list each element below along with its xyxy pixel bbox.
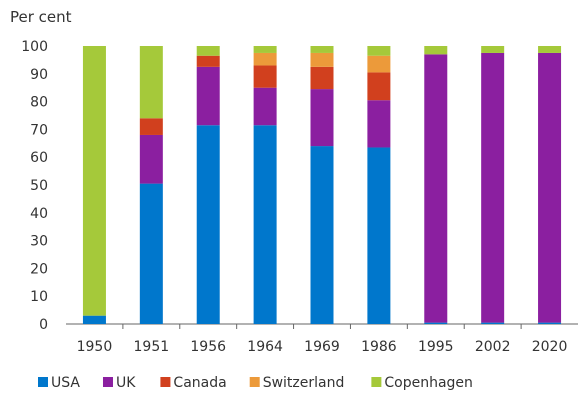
legend-swatch xyxy=(38,377,48,387)
bar-segment xyxy=(310,52,334,67)
bar-segment xyxy=(538,52,562,323)
legend-swatch xyxy=(160,377,171,387)
bar-segment xyxy=(424,46,448,55)
bar-segment xyxy=(367,72,391,101)
bar-segment xyxy=(310,46,334,53)
legend-label: Canada xyxy=(173,375,226,391)
bar-segment xyxy=(253,52,277,66)
bar-segment xyxy=(253,125,277,324)
x-tick-label: 1950 xyxy=(77,339,113,355)
y-tick-label: 20 xyxy=(30,261,48,277)
bar-segment xyxy=(82,46,106,316)
legend-swatch xyxy=(102,377,113,387)
bar-segment xyxy=(367,46,391,56)
x-tick-label: 1956 xyxy=(190,339,226,355)
bar-segment xyxy=(253,46,277,53)
y-tick-label: 60 xyxy=(30,150,48,166)
bar-segment xyxy=(481,46,505,53)
y-axis-label: Per cent xyxy=(10,8,72,26)
legend-label: Switzerland xyxy=(263,375,345,391)
x-tick-label: 2020 xyxy=(532,339,568,355)
legend-label: Copenhagen xyxy=(384,375,473,391)
y-tick-label: 70 xyxy=(30,122,48,138)
x-tick-label: 1969 xyxy=(304,339,340,355)
bar-segment xyxy=(139,134,163,184)
bar-segment xyxy=(538,322,562,324)
bar-segment xyxy=(139,183,163,324)
legend-label: UK xyxy=(116,375,136,391)
bar-segment xyxy=(196,46,220,56)
bar-segment xyxy=(253,87,277,126)
legend: USA UK Canada Switzerland Copenhagen xyxy=(38,375,473,391)
y-tick-label: 10 xyxy=(30,289,48,305)
y-tick-label: 0 xyxy=(39,317,48,333)
bar-segment xyxy=(481,52,505,323)
legend-label: USA xyxy=(51,375,80,391)
bar-segment xyxy=(196,55,220,67)
y-tick-label: 30 xyxy=(30,234,48,250)
x-tick-label: 1951 xyxy=(134,339,170,355)
bar-segment xyxy=(367,147,391,324)
bar-segment xyxy=(367,55,391,73)
y-tick-label: 100 xyxy=(21,39,48,55)
y-tick-label: 90 xyxy=(30,67,48,83)
x-tick-label: 1986 xyxy=(361,339,397,355)
bar-segment xyxy=(481,322,505,324)
bar-segment xyxy=(367,100,391,148)
x-tick-label: 2002 xyxy=(475,339,511,355)
x-tick-label: 1995 xyxy=(418,339,454,355)
bar-segment xyxy=(538,46,562,53)
bar-segment xyxy=(310,66,334,90)
bar-segment xyxy=(424,54,448,323)
bar-segment xyxy=(139,118,163,135)
x-tick-label: 1964 xyxy=(247,339,283,355)
bars xyxy=(82,46,562,324)
legend-swatch xyxy=(371,377,382,387)
bar-segment xyxy=(196,125,220,324)
y-tick-label: 50 xyxy=(30,178,48,194)
bar-segment xyxy=(82,315,106,324)
bar-segment xyxy=(424,322,448,324)
bar-segment xyxy=(253,65,277,88)
bar-segment xyxy=(196,66,220,126)
bar-segment xyxy=(310,146,334,324)
legend-swatch xyxy=(249,377,260,387)
y-tick-label: 80 xyxy=(30,95,48,111)
bar-segment xyxy=(139,46,163,119)
y-tick-label: 40 xyxy=(30,206,48,222)
bar-segment xyxy=(310,89,334,147)
